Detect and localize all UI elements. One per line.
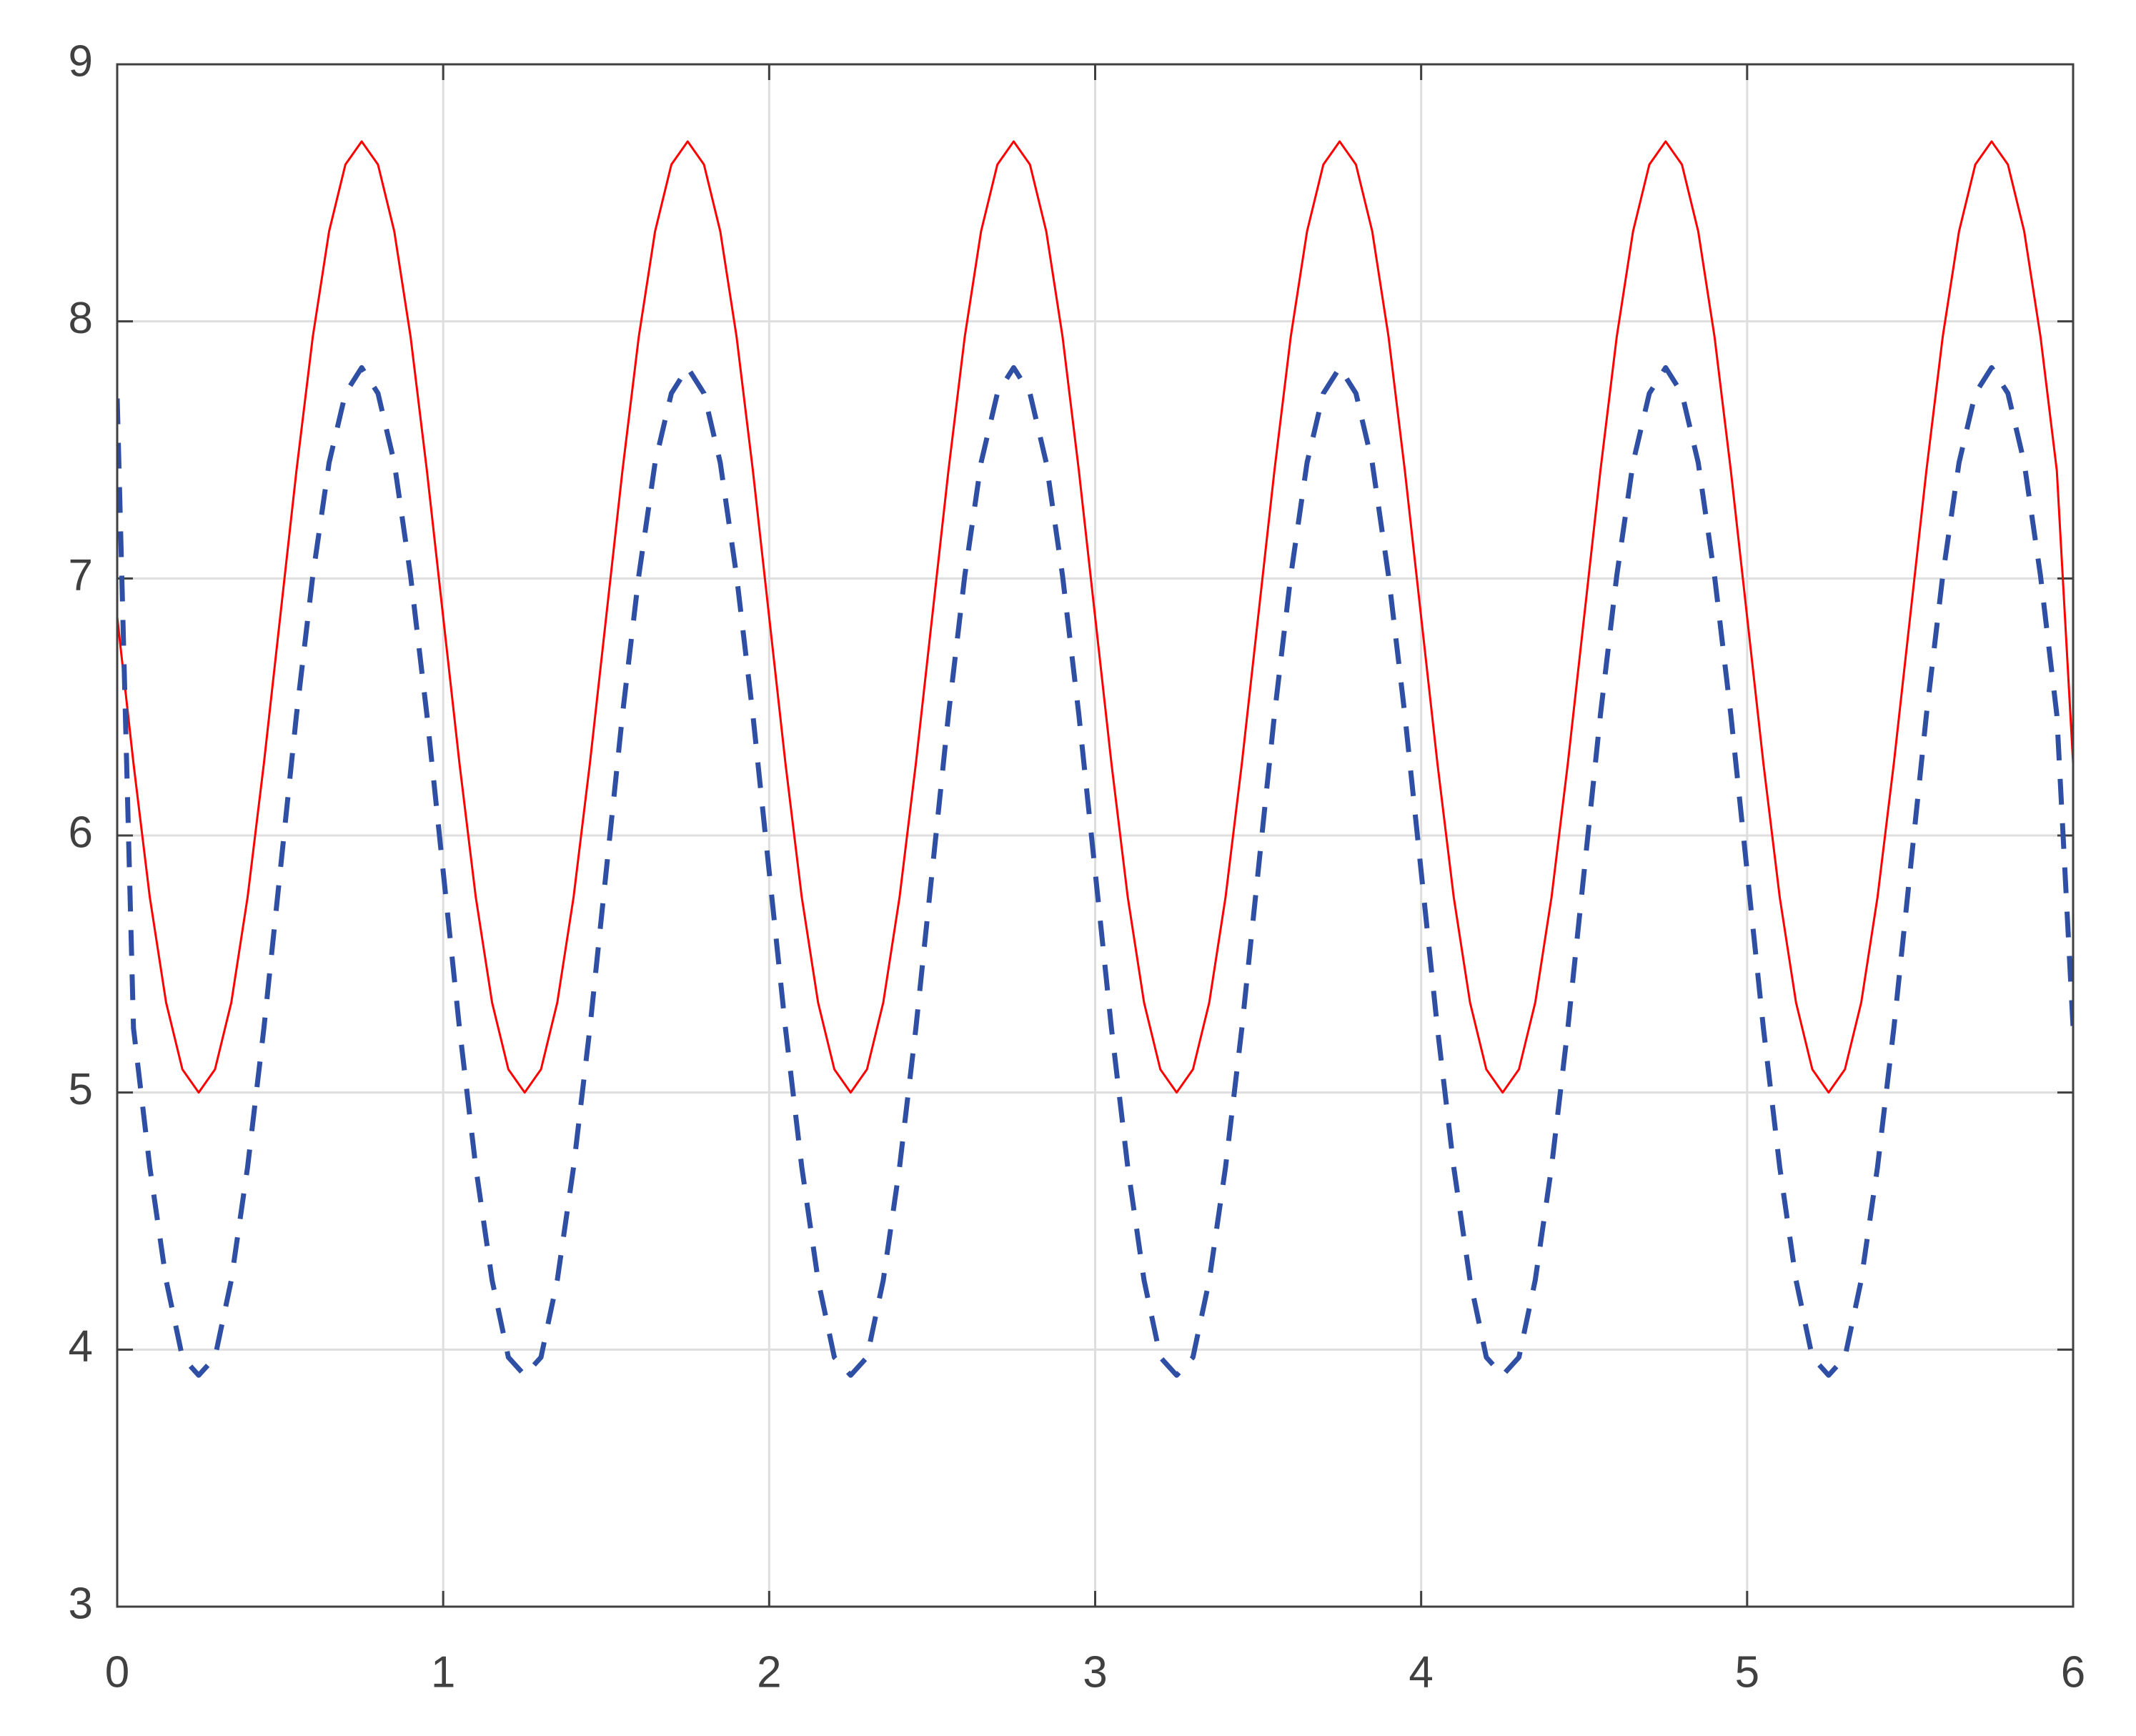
y-tick-label: 6 [69, 808, 93, 857]
axes-box [116, 63, 2075, 1608]
x-tick-label: 5 [1735, 1647, 1759, 1697]
x-tick-label: 6 [2061, 1647, 2085, 1697]
x-tick-label: 0 [105, 1647, 129, 1697]
x-tick-label: 2 [757, 1647, 781, 1697]
data-line [117, 140, 2073, 1094]
x-tick-label: 4 [1409, 1647, 1433, 1697]
y-tick-label: 3 [69, 1579, 93, 1628]
y-tick-label: 4 [69, 1322, 93, 1372]
y-tick-label: 5 [69, 1065, 93, 1114]
y-tick-label: 9 [69, 36, 93, 86]
y-tick-label: 8 [69, 294, 93, 343]
y-tick-label: 7 [69, 551, 93, 600]
x-tick-label: 1 [431, 1647, 455, 1697]
x-tick-label: 3 [1083, 1647, 1107, 1697]
data-line [117, 364, 2073, 1378]
